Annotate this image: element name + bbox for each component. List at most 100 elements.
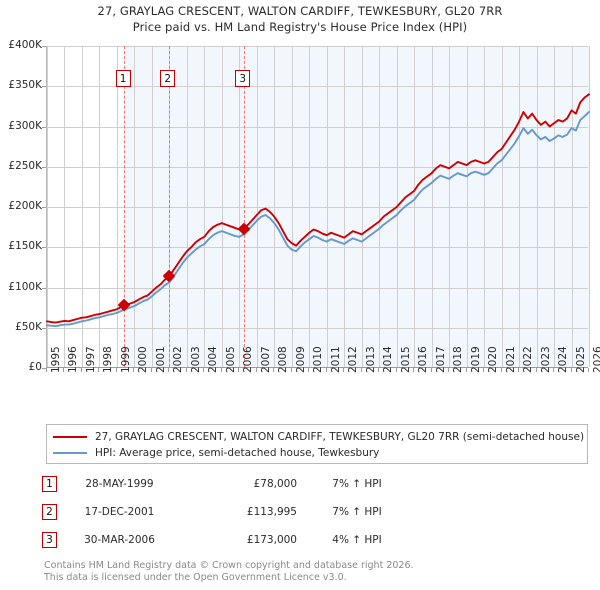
x-axis-tick-mark [185,368,187,372]
x-axis-tick-label: 2012 [347,346,360,373]
x-axis-tick-mark [150,368,152,372]
footer-line-2: This data is licensed under the Open Gov… [44,572,347,583]
legend-swatch-property [53,436,87,438]
gridline-vertical [361,46,363,367]
x-axis-tick-mark [308,368,310,372]
x-axis-tick-label: 1996 [67,346,80,373]
x-axis-tick-mark [413,368,415,372]
gridline-horizontal [47,126,588,128]
y-axis-tick-mark [42,287,46,289]
x-axis-tick-mark [465,368,467,372]
gridline-vertical [501,46,503,367]
x-axis-tick-label: 2019 [469,346,482,373]
x-axis-tick-label: 2016 [417,346,430,373]
gridline-vertical [291,46,293,367]
x-axis-tick-mark [325,368,327,372]
gridline-horizontal [47,207,588,208]
gridline-vertical [256,46,258,367]
x-axis-tick-label: 2021 [504,346,517,373]
x-axis-tick-mark [98,368,100,372]
x-axis-tick-label: 1995 [50,346,62,373]
gridline-vertical [221,46,223,367]
x-axis-tick-label: 2008 [277,346,290,373]
transactions-table: 1 28-MAY-1999 £78,000 7% ↑ HPI 2 17-DEC-2001 £… [42,470,462,554]
x-axis-tick-mark [430,368,432,372]
legend-row-hpi: HPI: Average price, semi-detached house,… [53,445,581,461]
transaction-index-badge: 3 [42,532,57,548]
marker-box-3[interactable]: 3 [235,70,251,87]
gridline-vertical [554,46,556,367]
legend-row-property: 27, GRAYLAG CRESCENT, WALTON CARDIFF, TE… [53,429,585,445]
transaction-index-badge: 2 [42,504,57,520]
table-row[interactable]: 1 28-MAY-1999 £78,000 7% ↑ HPI [42,470,462,498]
gridline-vertical [519,46,521,367]
series-line [46,111,590,328]
chart-legend: 27, GRAYLAG CRESCENT, WALTON CARDIFF, TE… [46,424,588,464]
x-axis-tick-label: 2005 [224,346,237,373]
series-line [46,93,590,324]
transaction-date: 30-MAR-2006 [84,534,155,546]
gridline-vertical [344,46,346,367]
table-row[interactable]: 3 30-MAR-2006 £173,000 4% ↑ HPI [42,526,462,554]
x-axis-tick-mark [570,368,572,372]
marker-box-1[interactable]: 1 [115,70,131,87]
x-axis-tick-mark [203,368,205,372]
x-axis-tick-mark [343,368,345,372]
gridline-vertical [99,46,101,367]
x-axis-tick-label: 2026 [592,346,600,373]
x-axis-tick-mark [588,368,589,372]
y-axis-tick-mark [42,86,46,88]
gridline-vertical [204,46,206,367]
transaction-date: 28-MAY-1999 [85,478,154,490]
x-axis-tick-label: 2023 [539,346,552,373]
x-axis-tick-mark [553,368,555,372]
transaction-hpi-delta: 7% ↑ HPI [332,478,382,490]
x-axis-tick-label: 2025 [574,346,587,373]
x-axis-tick-label: 2009 [294,346,307,373]
x-axis-tick-mark [360,368,362,372]
gridline-vertical [414,46,416,367]
x-axis-tick-mark [535,368,537,372]
shaded-band [124,46,169,367]
x-axis-tick-label: 2002 [172,346,185,373]
footer-line-1: Contains HM Land Registry data © Crown c… [44,560,414,571]
y-axis-tick-mark [42,166,46,168]
gridline-horizontal [47,46,588,47]
x-axis-tick-mark [483,368,485,372]
transaction-price: £113,995 [246,506,297,518]
title-line-2: Price paid vs. HM Land Registry's House … [132,20,468,34]
x-axis-tick-mark [378,368,380,372]
x-axis-tick-label: 2000 [137,346,150,373]
transaction-hpi-delta: 7% ↑ HPI [332,506,382,518]
gridline-vertical [466,46,468,367]
y-axis-tick-mark [42,327,46,329]
y-axis-tick-label: £150K [8,240,42,253]
x-axis-tick-mark [220,368,222,372]
chart-series-lines [46,93,590,328]
y-axis-tick-mark [42,207,46,208]
table-row[interactable]: 2 17-DEC-2001 £113,995 7% ↑ HPI [42,498,462,526]
x-axis-tick-label: 2007 [259,346,272,373]
y-axis-tick-label: £200K [8,200,42,212]
marker-box-2[interactable]: 2 [160,70,176,87]
gridline-vertical [64,46,66,367]
gridline-vertical [116,46,118,367]
x-axis-tick-label: 2022 [522,346,535,373]
footer-attribution: Contains HM Land Registry data © Crown c… [44,560,564,584]
x-axis-tick-mark [290,368,292,372]
y-axis-tick-label: £0 [28,361,42,373]
marker-dashed-line [243,46,245,367]
x-axis-tick-label: 2024 [557,346,570,373]
x-axis-tick-mark [168,368,170,372]
marker-dashed-line [168,46,170,367]
x-axis-tick-mark [448,368,450,372]
legend-label-property: 27, GRAYLAG CRESCENT, WALTON CARDIFF, TE… [95,431,585,443]
gridline-horizontal [47,247,588,249]
gridline-vertical [81,46,83,367]
gridline-vertical [571,46,573,367]
gridline-vertical [186,46,188,367]
transaction-hpi-delta: 4% ↑ HPI [332,534,382,546]
gridline-vertical [309,46,311,367]
gridline-vertical [326,46,328,367]
x-axis-tick-label: 1999 [119,346,132,373]
